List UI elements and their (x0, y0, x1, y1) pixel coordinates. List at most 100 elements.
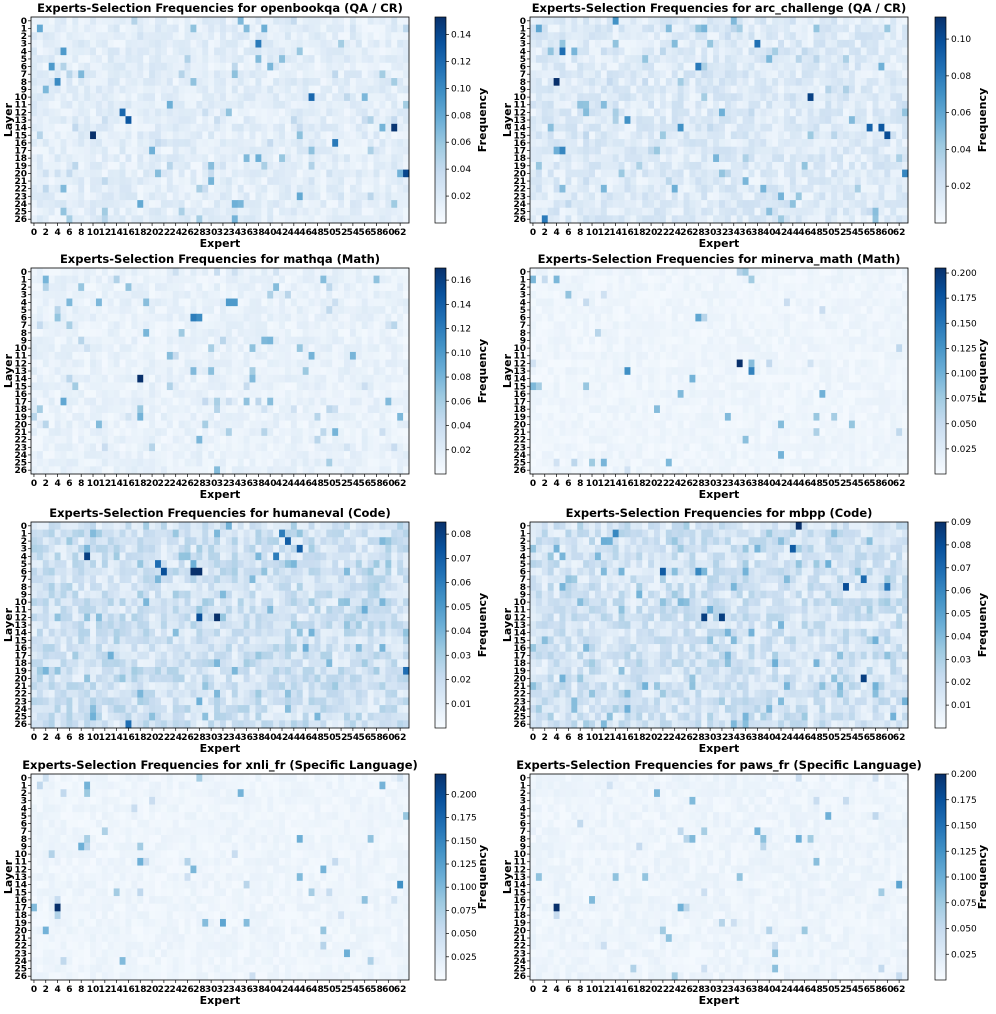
heatmap-cell (577, 146, 584, 155)
heatmap-cell (225, 200, 233, 209)
heatmap-cell (290, 192, 298, 201)
heatmap-cell (636, 32, 643, 41)
heatmap-cell (754, 108, 761, 117)
heatmap-cell (630, 78, 637, 87)
heatmap-cell (795, 55, 803, 64)
heatmap-cell (689, 184, 696, 193)
heatmap-cell (878, 215, 885, 224)
heatmap-cell (249, 298, 256, 307)
heatmap-cell (854, 131, 862, 140)
heatmap-cell (403, 123, 410, 132)
heatmap-cell (689, 17, 696, 26)
heatmap-cell (72, 382, 79, 391)
heatmap-cell (397, 100, 404, 109)
heatmap-cell (589, 62, 596, 71)
heatmap-cell (665, 123, 673, 132)
heatmap-cell (795, 154, 803, 163)
heatmap-cell (184, 321, 191, 330)
heatmap-cell (837, 131, 844, 140)
heatmap-cell (367, 123, 374, 132)
heatmap-cell (535, 215, 543, 224)
heatmap-cell (290, 283, 298, 292)
heatmap-cell (612, 47, 619, 56)
heatmap-cell (872, 161, 879, 170)
heatmap-cell (196, 374, 203, 383)
heatmap-cell (565, 47, 572, 56)
heatmap-cell (90, 374, 97, 383)
heatmap-cell (261, 359, 268, 368)
heatmap-cell (36, 351, 44, 360)
heatmap-cell (101, 215, 109, 224)
heatmap-cell (689, 192, 696, 201)
heatmap-cell (243, 215, 250, 224)
heatmap-cell (72, 123, 79, 132)
heatmap-cell (326, 207, 333, 216)
x-axis-label: Expert (200, 237, 241, 250)
heatmap-cell (724, 32, 732, 41)
heatmap-cell (736, 161, 744, 170)
heatmap-cell (48, 62, 56, 71)
x-tick-label: 16 (621, 228, 634, 238)
heatmap-cell (190, 283, 197, 292)
heatmap-cell (355, 405, 363, 414)
heatmap-cell (379, 321, 386, 330)
heatmap-cell (535, 78, 543, 87)
heatmap-cell (385, 200, 392, 209)
heatmap-cell (208, 200, 215, 209)
heatmap-cell (361, 131, 369, 140)
heatmap-cell (589, 93, 596, 102)
heatmap-cell (730, 85, 738, 94)
heatmap-cell (155, 306, 162, 315)
heatmap-cell (831, 207, 838, 216)
heatmap-cell (642, 169, 649, 178)
heatmap-cell (884, 39, 891, 48)
heatmap-cell (332, 359, 339, 368)
heatmap-cell (326, 39, 333, 48)
heatmap-cell (553, 146, 560, 155)
heatmap-cell (848, 177, 856, 186)
heatmap-cell (131, 47, 138, 56)
heatmap-cell (208, 290, 215, 299)
heatmap-cell (671, 17, 679, 26)
heatmap-cell (403, 85, 410, 94)
heatmap-cell (155, 283, 162, 292)
heatmap-cell (630, 100, 637, 109)
heatmap-cell (890, 192, 897, 201)
heatmap-cell (600, 123, 608, 132)
heatmap-cell (843, 139, 850, 148)
heatmap-cell (178, 100, 185, 109)
heatmap-cell (600, 139, 608, 148)
heatmap-cell (326, 283, 333, 292)
heatmap-cell (772, 93, 779, 102)
heatmap-cell (689, 161, 696, 170)
heatmap-cell (344, 139, 351, 148)
heatmap-cell (202, 93, 209, 102)
heatmap-cell (302, 17, 309, 26)
heatmap-cell (184, 123, 191, 132)
heatmap-cell (78, 177, 85, 186)
heatmap-cell (42, 55, 50, 64)
heatmap-cell (403, 207, 410, 216)
heatmap-cell (190, 139, 197, 148)
heatmap-cell (273, 85, 280, 94)
heatmap-cell (279, 374, 286, 383)
heatmap-cell (689, 93, 696, 102)
heatmap-cell (766, 24, 773, 33)
heatmap-cell (665, 93, 673, 102)
heatmap-cell (648, 55, 655, 64)
heatmap-cell (95, 207, 103, 216)
heatmap-cell (589, 146, 596, 155)
heatmap-cell (42, 108, 50, 117)
heatmap-cell (160, 123, 168, 132)
heatmap-cell (344, 321, 351, 330)
heatmap-cell (379, 215, 386, 224)
heatmap-cell (878, 32, 885, 41)
heatmap-cell (42, 139, 50, 148)
heatmap-cell (143, 200, 150, 209)
heatmap-cell (624, 215, 631, 224)
heatmap-cell (659, 78, 667, 87)
heatmap-cell (403, 283, 410, 292)
heatmap-cell (654, 93, 661, 102)
heatmap-cell (284, 313, 292, 322)
heatmap-cell (397, 192, 404, 201)
